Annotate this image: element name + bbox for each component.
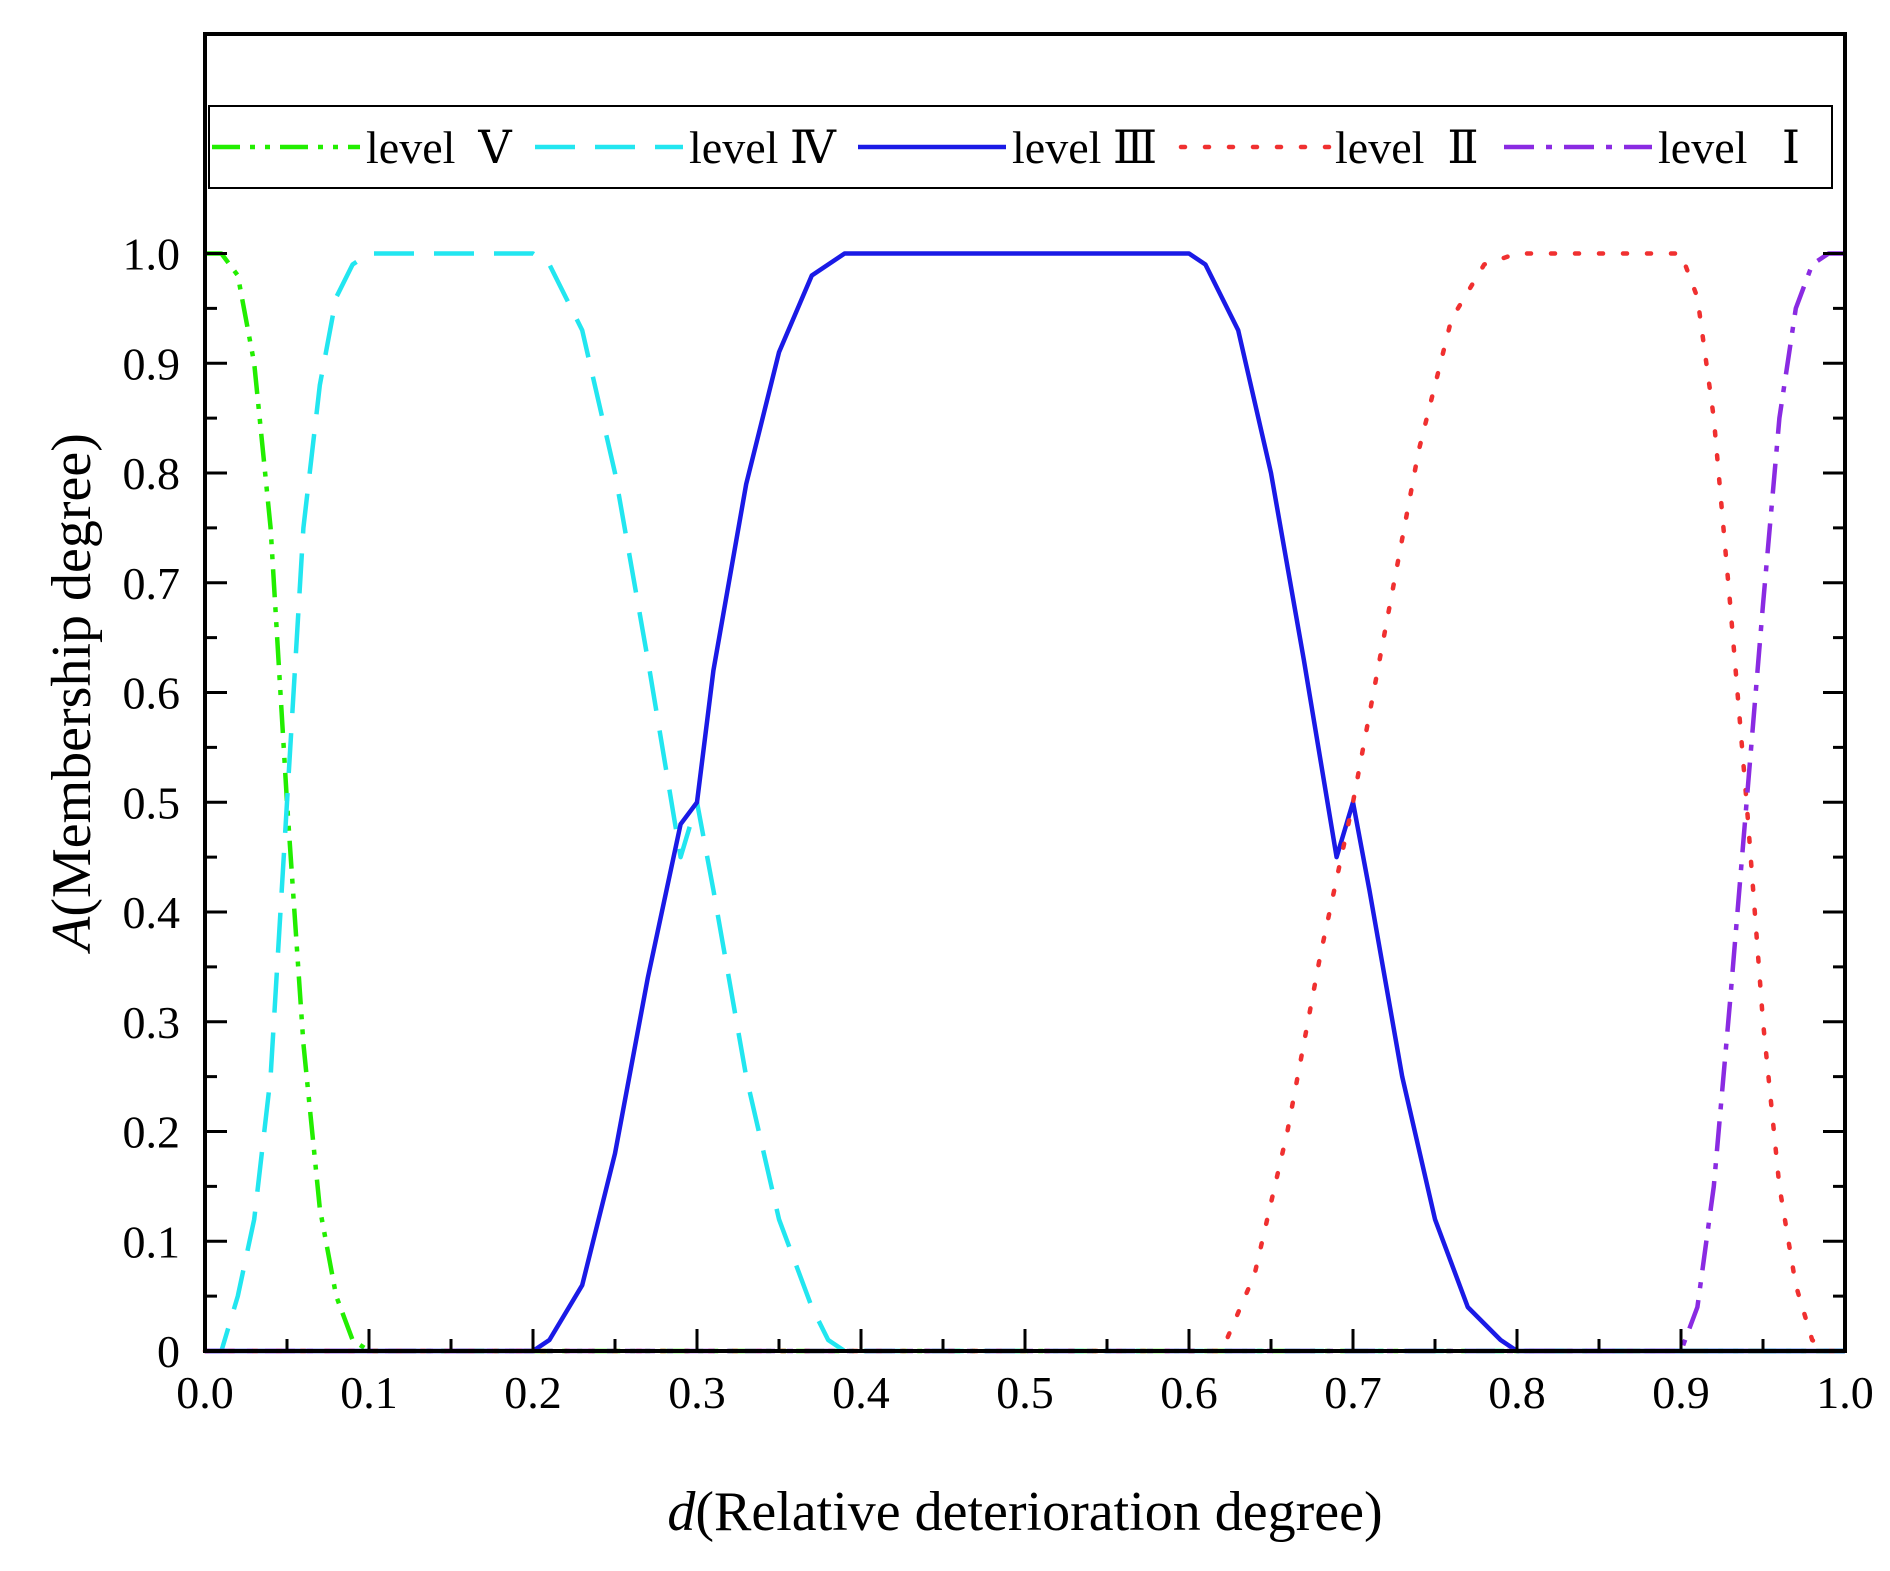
plot-frame <box>203 32 1847 1353</box>
x-tick-label: 0.1 <box>340 1367 398 1418</box>
series-line-5 <box>205 251 1845 1354</box>
x-tick-label: 0.9 <box>1652 1367 1710 1418</box>
y-tick-label: 0.6 <box>123 668 181 719</box>
y-tick-label: 0.8 <box>123 448 181 499</box>
y-axis-label-text: (Membership degree) <box>41 433 103 917</box>
legend-label-4: level Ⅱ <box>1335 122 1479 173</box>
series-line-1 <box>205 251 1845 1354</box>
x-tick-labels: 0.0 0.1 0.2 0.3 0.4 0.5 0.6 0.7 0.8 0.9 1.0 <box>176 1367 1874 1418</box>
y-tick-label: 0.3 <box>123 997 181 1048</box>
y-tick-label: 0.7 <box>123 558 181 609</box>
y-tick-label: 0.4 <box>123 887 181 938</box>
legend-label-3: level Ⅲ <box>1012 122 1157 173</box>
x-axis-label-text: (Relative deterioration degree) <box>695 1481 1382 1543</box>
x-tick-label: 0.7 <box>1324 1367 1382 1418</box>
x-tick-label: 0.6 <box>1160 1367 1218 1418</box>
legend-label-1: level Ⅴ <box>366 122 512 173</box>
legend: level Ⅴ level Ⅳ level Ⅲ level Ⅱ level Ⅰ <box>208 105 1833 189</box>
legend-label-2: level Ⅳ <box>689 122 837 173</box>
y-tick-label: 0.5 <box>123 777 181 828</box>
x-tick-label: 0.8 <box>1488 1367 1546 1418</box>
y-tick-label: 0.9 <box>123 338 181 389</box>
series-line-2 <box>205 251 1845 1354</box>
x-tick-label: 1.0 <box>1816 1367 1874 1418</box>
series-line-3 <box>205 251 1845 1354</box>
y-axis-label-italic: A <box>41 916 103 955</box>
y-tick-labels: 0 0.1 0.2 0.3 0.4 0.5 0.6 0.7 0.8 0.9 1.0 <box>123 229 181 1378</box>
x-tick-label: 0.5 <box>996 1367 1054 1418</box>
x-tick-label: 0.3 <box>668 1367 726 1418</box>
y-tick-label: 0.2 <box>123 1107 181 1158</box>
x-axis-label-italic: d <box>667 1481 696 1543</box>
y-tick-label: 1.0 <box>123 229 181 280</box>
legend-label-5: level Ⅰ <box>1658 122 1800 173</box>
x-tick-label: 0.0 <box>176 1367 234 1418</box>
x-axis-label: d(Relative deterioration degree) <box>667 1481 1382 1543</box>
y-tick-label: 0.1 <box>123 1216 181 1267</box>
x-tick-label: 0.2 <box>504 1367 562 1418</box>
x-tick-label: 0.4 <box>832 1367 890 1418</box>
series-line-4 <box>202 251 1848 1354</box>
y-axis-label: A(Membership degree) <box>41 433 103 955</box>
legend-box <box>208 105 1833 189</box>
series-layer <box>202 251 1848 1354</box>
y-tick-label: 0 <box>157 1326 180 1377</box>
